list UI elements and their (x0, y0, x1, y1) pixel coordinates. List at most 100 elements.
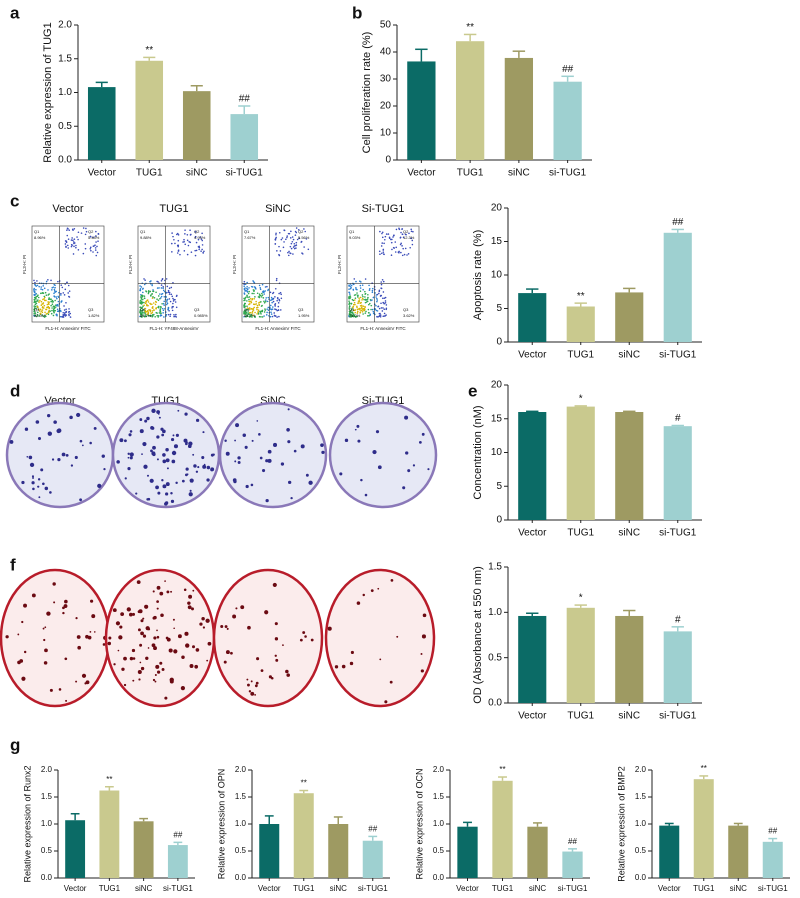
flow-dot (380, 294, 382, 297)
flow-dot (368, 312, 370, 314)
colony (232, 478, 237, 482)
colony (144, 419, 148, 423)
y-tick-label: 0.0 (235, 873, 247, 882)
flow-dot (255, 300, 257, 303)
colony (31, 593, 36, 598)
flow-dot (139, 289, 142, 292)
flow-dot (276, 297, 279, 300)
error-bar (415, 48, 428, 62)
flow-dot (283, 229, 285, 231)
flow-dot (160, 312, 162, 315)
flow-dot (96, 251, 99, 254)
flow-dot (151, 297, 154, 299)
flow-dot (349, 293, 351, 295)
colony (145, 656, 149, 660)
colony (28, 455, 33, 460)
colony (70, 464, 74, 467)
colony (422, 613, 427, 618)
error-bar (526, 410, 539, 413)
flow-dot (75, 244, 77, 247)
flow-dot (149, 310, 152, 313)
flow-dot (379, 253, 381, 256)
flow-dot (41, 306, 44, 309)
colony (245, 484, 249, 489)
flow-dot (273, 312, 276, 314)
flow-dot (170, 293, 173, 296)
flow-dot (95, 241, 97, 243)
colony (93, 631, 96, 633)
flow-dot (367, 315, 369, 317)
colony (287, 440, 291, 444)
flow-dot (247, 296, 249, 299)
flow-dot (348, 300, 350, 302)
bar (135, 60, 164, 160)
x-tick-label: si-TUG1 (549, 168, 587, 179)
flow-dot (382, 280, 385, 283)
flow-dot (157, 316, 160, 318)
flow-dot (166, 302, 169, 305)
flow-dot (244, 302, 247, 305)
x-tick-label: si-TUG1 (558, 884, 588, 893)
flow-dot (143, 297, 146, 300)
colony (247, 625, 251, 630)
flow-dot (274, 243, 277, 245)
colony (49, 688, 53, 692)
flow-dot (401, 245, 403, 247)
colony (127, 452, 130, 455)
flow-dot (293, 242, 296, 245)
colony (17, 633, 20, 636)
flow-dot (72, 241, 75, 243)
bar (492, 780, 513, 878)
colony (169, 677, 174, 682)
flow-dot (357, 294, 359, 297)
x-tick-label: siNC (529, 884, 547, 893)
flow-dot (410, 230, 413, 233)
flow-dot (288, 250, 290, 253)
flow-dot (277, 305, 280, 308)
flow-dot (201, 239, 204, 242)
error-bar (699, 775, 709, 780)
colony (156, 435, 160, 439)
colony (32, 477, 34, 479)
flow-dot (276, 309, 279, 312)
bar (167, 845, 188, 878)
flow-dot (51, 303, 54, 306)
x-tick-label: si-TUG1 (659, 711, 697, 722)
colony (183, 588, 187, 592)
flow-dot (253, 315, 256, 318)
colony (199, 622, 203, 626)
colony (150, 449, 153, 453)
flow-dot (145, 315, 147, 318)
flow-dot (152, 289, 154, 291)
colony (364, 493, 368, 497)
flow-dot (147, 290, 150, 292)
flow-dot (264, 309, 267, 311)
colony (51, 458, 55, 461)
significance-label: ** (145, 45, 153, 56)
flow-dot (244, 290, 246, 292)
flow-dot (370, 308, 372, 311)
colony (248, 690, 252, 693)
flow-dot (395, 228, 398, 231)
flow-dot (43, 287, 46, 290)
flow-dot (276, 316, 278, 318)
colony (250, 691, 255, 696)
quadrant-label: Q3 (298, 307, 304, 312)
flow-dot (369, 298, 372, 301)
flow-dot (35, 315, 38, 318)
flow-dot (174, 242, 176, 245)
flow-title: TUG1 (159, 203, 188, 215)
flow-dot (165, 296, 168, 298)
colony (107, 641, 112, 646)
flow-dot (77, 238, 79, 241)
error-bar (664, 822, 674, 826)
colony (256, 420, 259, 422)
x-tick-label: TUG1 (567, 711, 594, 722)
flow-dot (152, 296, 154, 298)
flow-dot (150, 280, 152, 282)
error-bar (671, 424, 684, 427)
flow-x-label: FL1-H: AnnexinV FITC (360, 326, 406, 331)
flow-dot (289, 237, 292, 239)
y-axis-label: Relative expression of OCN (414, 768, 424, 879)
flow-title: Si-TUG1 (362, 203, 405, 215)
